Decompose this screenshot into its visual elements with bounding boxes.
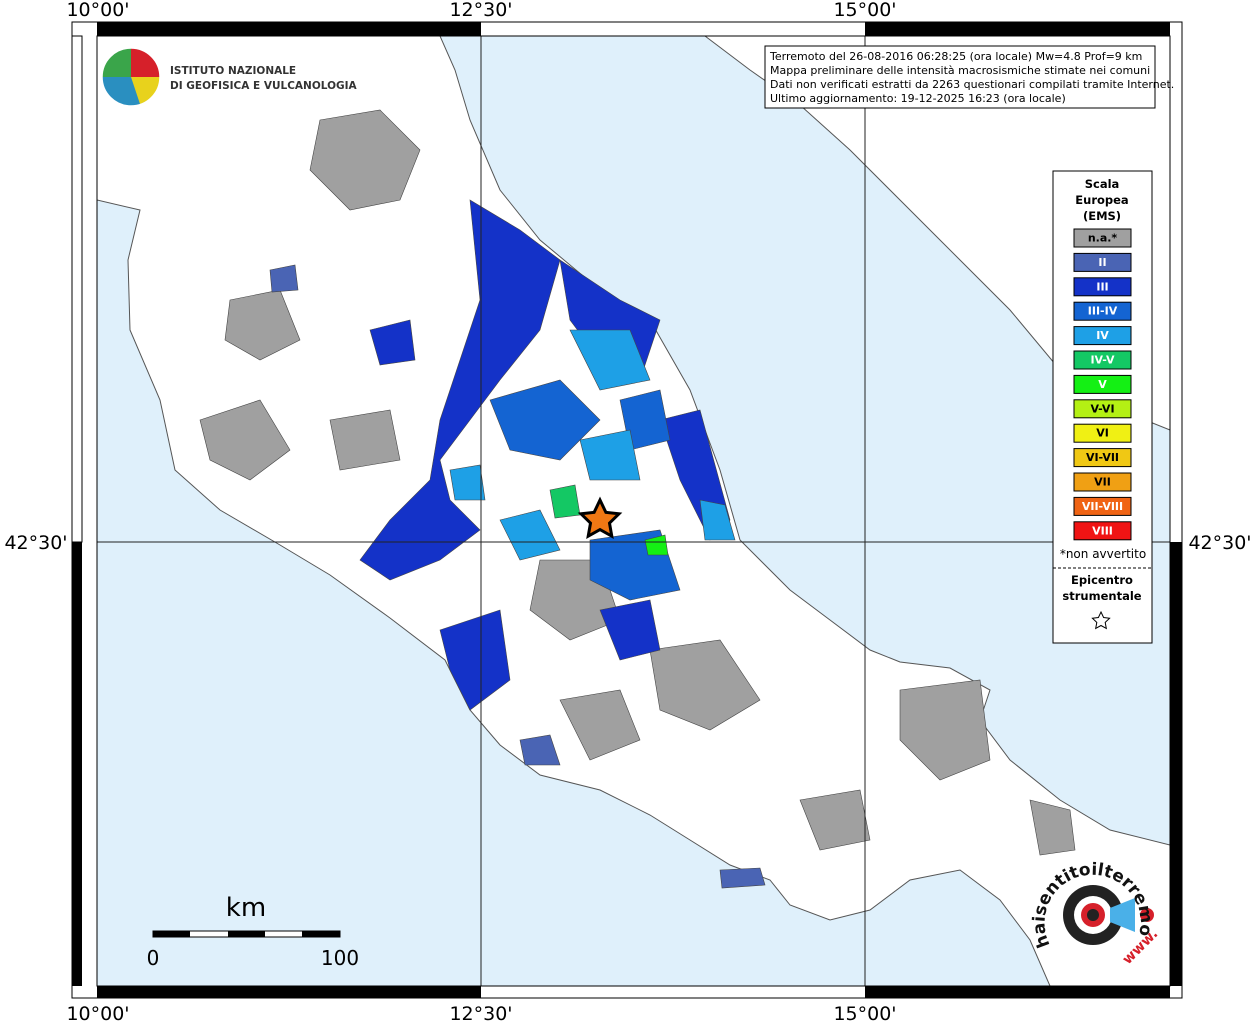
- lon-label: 10°00': [66, 1003, 129, 1024]
- scale-unit: km: [226, 893, 266, 923]
- legend-swatch: [1073, 277, 1132, 297]
- info-line: Dati non verificati estratti da 2263 que…: [770, 78, 1174, 91]
- legend-label: III-IV: [1088, 305, 1118, 318]
- legend-note: *non avvertito: [1060, 547, 1146, 561]
- legend-title: Europea: [1075, 193, 1128, 207]
- lon-label: 10°00': [66, 0, 129, 21]
- legend-swatch: [1073, 326, 1132, 346]
- legend-label: VIII: [1092, 524, 1113, 537]
- legend-swatch: [1073, 472, 1132, 492]
- legend-star: [1091, 610, 1111, 630]
- legend-swatch: [1073, 521, 1132, 541]
- legend-label: V: [1098, 378, 1107, 391]
- epicenter-star: [577, 496, 623, 540]
- lon-label: 12°30': [449, 1003, 512, 1024]
- legend-label: VII: [1094, 476, 1111, 489]
- ingv-logo: ISTITUTO NAZIONALE DI GEOFISICA E VULCAN…: [101, 47, 358, 107]
- legend-label: n.a.*: [1088, 232, 1118, 245]
- lat-label: 42°30': [4, 532, 67, 554]
- legend-label: VII-VIII: [1082, 500, 1123, 513]
- legend-swatch: [1073, 423, 1132, 443]
- legend-label: III: [1096, 280, 1108, 293]
- legend-swatch: [1073, 228, 1132, 248]
- info-line: Terremoto del 26-08-2016 06:28:25 (ora l…: [769, 50, 1142, 63]
- municipalities: [199, 109, 1076, 889]
- legend-label: IV: [1096, 329, 1109, 342]
- legend-title: Scala: [1085, 177, 1120, 191]
- legend-label: V-VI: [1090, 402, 1114, 415]
- legend-swatch: [1073, 350, 1132, 370]
- legend-swatch: [1073, 399, 1132, 419]
- legend-epicenter: strumentale: [1062, 589, 1141, 603]
- legend-swatch: [1073, 374, 1132, 394]
- lon-label: 15°00': [833, 1003, 896, 1024]
- legend-swatch: [1073, 448, 1132, 468]
- info-line: Mappa preliminare delle intensità macros…: [770, 64, 1150, 77]
- legend-title: (EMS): [1083, 209, 1121, 223]
- graticule: [97, 36, 1170, 986]
- legend-swatch: [1073, 252, 1132, 272]
- legend: ScalaEuropea(EMS)n.a.*IIIIIIII-IVIVIV-VV…: [1053, 177, 1152, 630]
- legend-label: VI: [1096, 427, 1109, 440]
- info-box: [764, 45, 1156, 109]
- legend-label: IV-V: [1090, 354, 1115, 367]
- legend-label: VI-VII: [1086, 451, 1119, 464]
- lon-label: 12°30': [449, 0, 512, 21]
- info-line: Ultimo aggiornamento: 19-12-2025 16:23 (…: [770, 92, 1066, 105]
- legend-swatch: [1073, 301, 1132, 321]
- frame: [71, 21, 1183, 999]
- scale-bar: km 0 100: [147, 893, 359, 970]
- institute-name: ISTITUTO NAZIONALE: [170, 65, 296, 77]
- lon-label: 15°00': [833, 0, 896, 21]
- scale-label: 100: [321, 946, 359, 970]
- legend-swatch: [1073, 496, 1132, 516]
- legend-epicenter: Epicentro: [1071, 573, 1133, 587]
- info-lines: Terremoto del 26-08-2016 06:28:25 (ora l…: [769, 50, 1174, 105]
- lat-label: 42°30': [1188, 532, 1251, 554]
- legend-label: II: [1098, 256, 1106, 269]
- institute-name: DI GEOFISICA E VULCANOLOGIA: [170, 80, 358, 92]
- scale-label: 0: [147, 946, 160, 970]
